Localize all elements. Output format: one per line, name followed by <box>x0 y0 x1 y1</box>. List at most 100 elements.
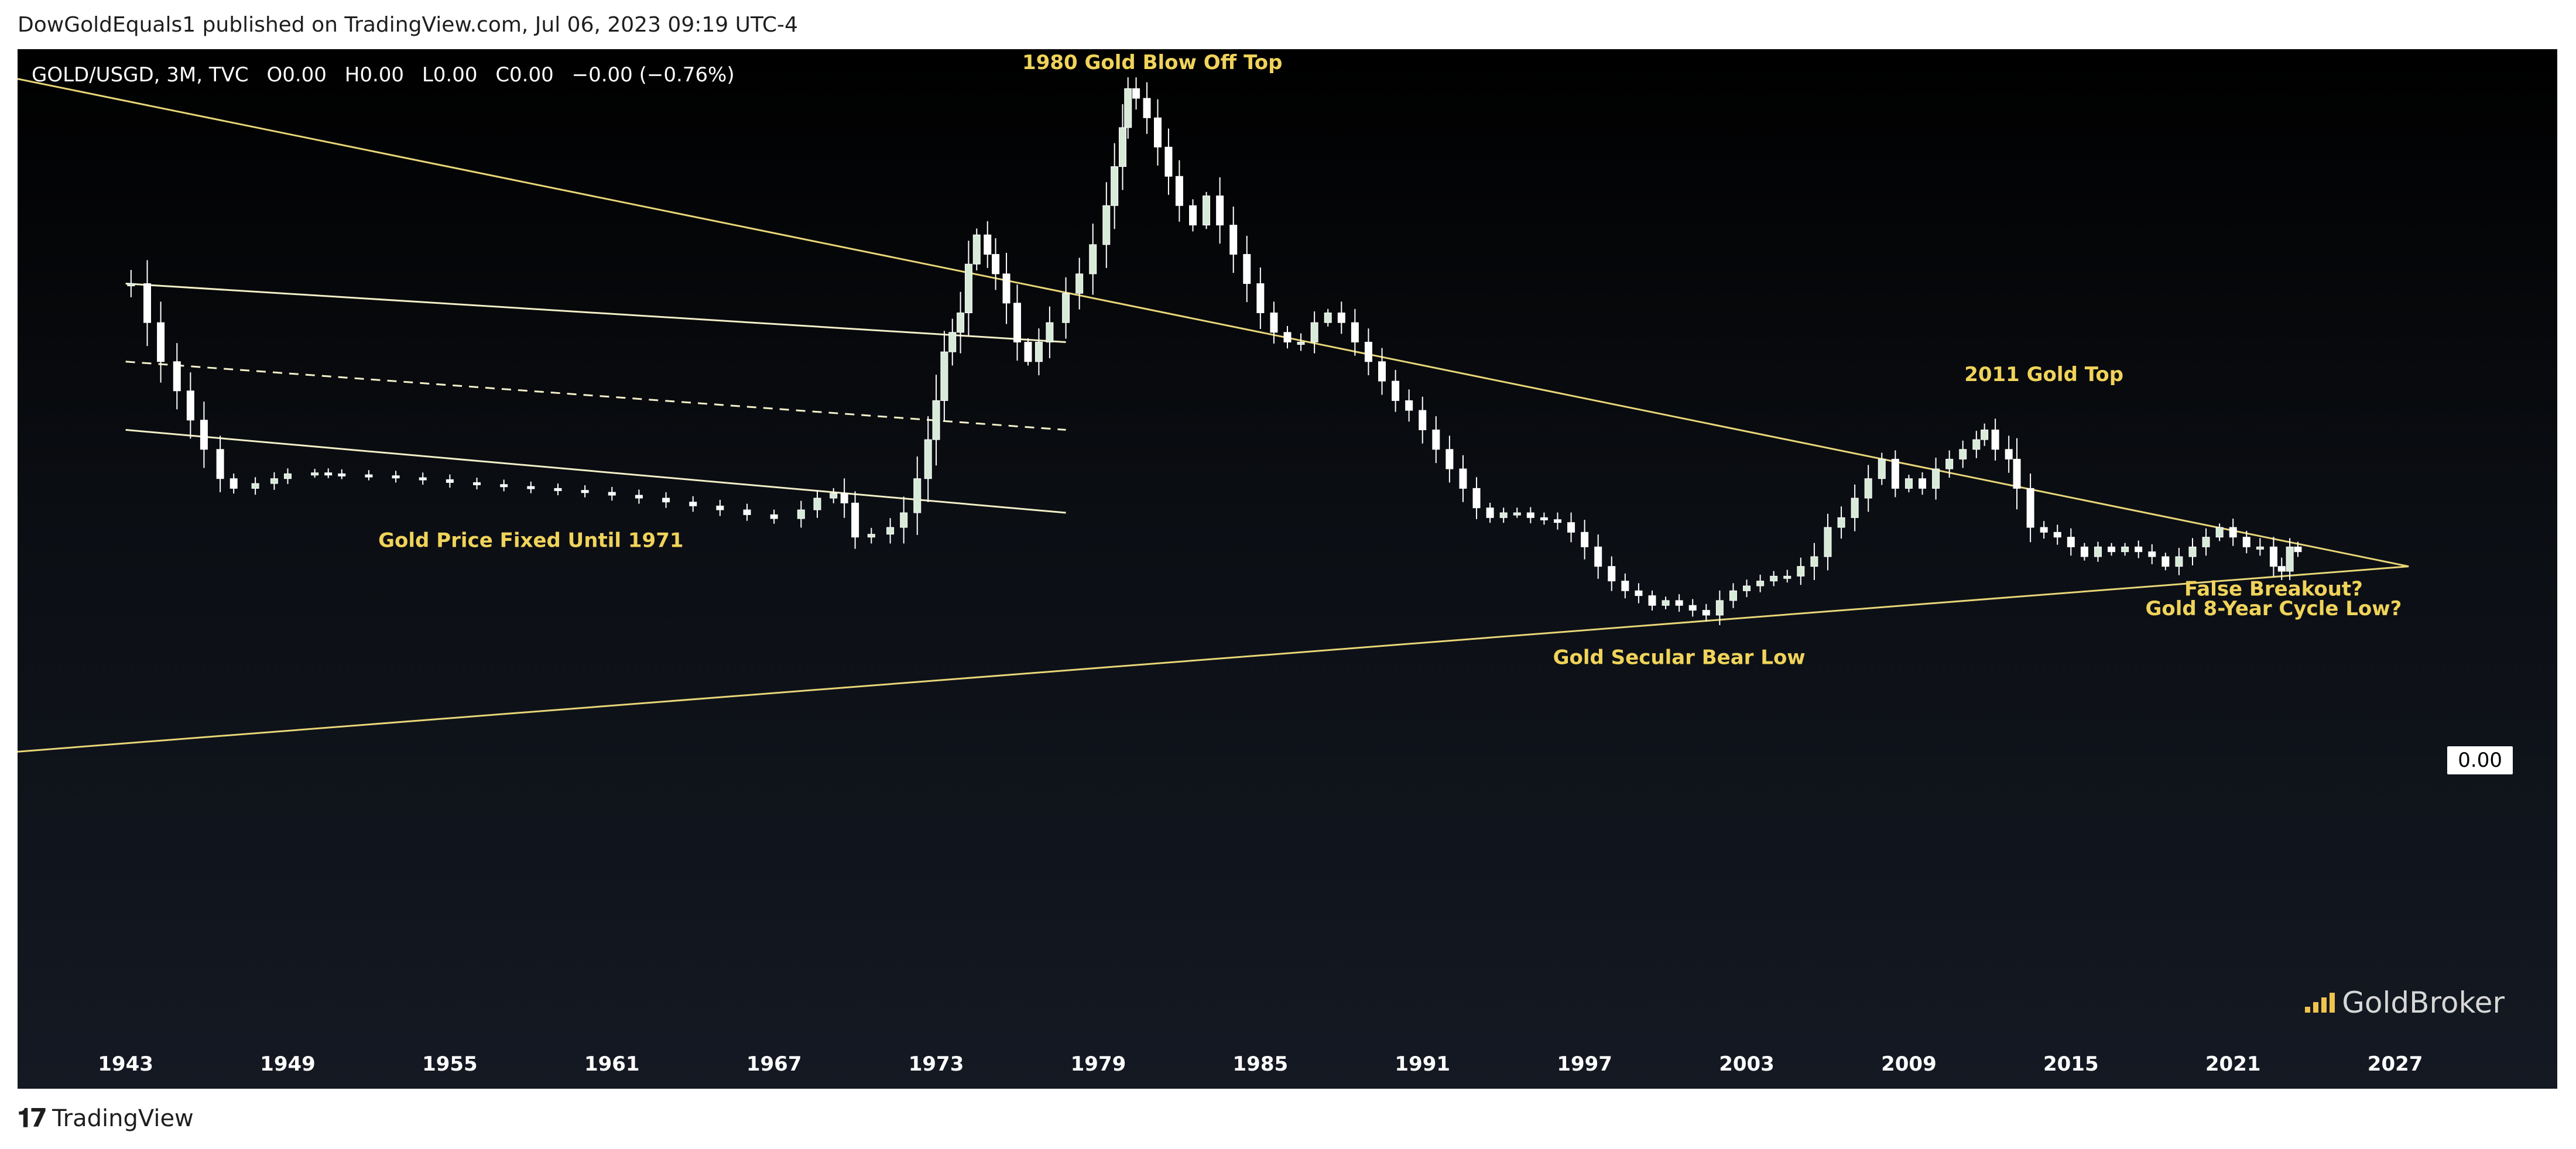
candle-body <box>365 474 373 478</box>
x-tick-label: 2003 <box>1719 1052 1775 1076</box>
candle-body <box>2256 546 2264 550</box>
candle-body <box>324 472 333 476</box>
candle-body <box>1024 341 1032 362</box>
candle-body <box>743 509 751 515</box>
price-chart[interactable]: 1980 Gold Blow Off Top Gold Price Fixed U… <box>18 49 2557 1089</box>
legend-close: C0.00 <box>495 63 554 87</box>
trendline-4 <box>125 428 1066 514</box>
chart-annotation: 1980 Gold Blow Off Top <box>1022 51 1282 74</box>
candle-body <box>1526 512 1534 518</box>
candle-body <box>1729 590 1737 601</box>
legend-open: O0.00 <box>266 63 327 87</box>
footer-brand[interactable]: TradingView <box>52 1105 194 1132</box>
candle-body <box>1553 519 1561 523</box>
candle-body <box>1132 88 1140 99</box>
candle-body <box>392 475 400 479</box>
candle-body <box>251 483 259 489</box>
candle-body <box>940 351 948 401</box>
candle-body <box>157 322 165 362</box>
candle-body <box>2269 546 2277 567</box>
candle-body <box>1756 581 1765 586</box>
candle-body <box>1797 566 1805 577</box>
candle-body <box>1324 313 1332 323</box>
candle-body <box>1919 478 1926 489</box>
candle-body <box>2080 546 2088 557</box>
candle-body <box>2053 531 2061 538</box>
candle-body <box>143 283 152 323</box>
legend-low: L0.00 <box>422 63 478 87</box>
candle-body <box>2175 556 2183 567</box>
chart-area[interactable]: 1980 Gold Blow Off Top Gold Price Fixed U… <box>18 49 2557 1089</box>
candle-body <box>2161 556 2170 567</box>
candle-body <box>2135 546 2143 553</box>
x-tick-label: 1985 <box>1233 1052 1289 1076</box>
candle-body <box>2108 546 2116 553</box>
legend-symbol: GOLD/USGD, 3M, TVC <box>32 63 249 87</box>
candle-body <box>1216 195 1224 226</box>
candle-body <box>2005 449 2013 459</box>
candle-body <box>216 449 224 479</box>
legend-high: H0.00 <box>344 63 405 87</box>
candle-body <box>1991 429 1999 450</box>
x-tick-label: 1949 <box>260 1052 316 1076</box>
candle-body <box>1378 361 1386 382</box>
candles-layer <box>127 77 2302 626</box>
candle-body <box>797 509 805 519</box>
candle-body <box>1310 322 1318 342</box>
candle-body <box>1002 273 1010 304</box>
candle-body <box>948 332 957 352</box>
publisher-line: DowGoldEquals1 published on TradingView.… <box>18 13 798 37</box>
candle-body <box>840 493 848 503</box>
tradingview-logo-icon[interactable]: 𝟏7 <box>18 1103 47 1133</box>
trendline-2 <box>125 283 1066 343</box>
candle-body <box>554 488 562 491</box>
annotations-layer: 1980 Gold Blow Off Top Gold Price Fixed U… <box>378 51 2402 669</box>
x-tick-label: 2015 <box>2043 1052 2099 1076</box>
candle-body <box>1405 400 1413 411</box>
candle-body <box>1662 600 1670 606</box>
goldbroker-watermark: GoldBroker <box>2305 986 2505 1020</box>
candle-body <box>2242 537 2250 547</box>
x-tick-label: 1997 <box>1557 1052 1612 1076</box>
candle-body <box>127 283 135 287</box>
candle-body <box>2277 566 2286 572</box>
candle-body <box>2202 537 2210 547</box>
candle-body <box>1283 332 1292 342</box>
candle-body <box>311 472 319 476</box>
legend-change: −0.00 (−0.76%) <box>571 63 735 87</box>
candle-body <box>1540 517 1548 520</box>
trendline-3 <box>125 361 1066 431</box>
candle-body <box>2215 527 2224 538</box>
candle-body <box>716 505 724 510</box>
candle-body <box>1486 507 1494 518</box>
candle-body <box>1164 146 1173 177</box>
candle-body <box>2013 458 2021 489</box>
candle-body <box>527 486 535 489</box>
candle-body <box>886 527 895 535</box>
candle-body <box>1513 512 1521 516</box>
footer[interactable]: 𝟏7 TradingView <box>18 1103 194 1133</box>
candle-body <box>1445 449 1454 469</box>
candle-body <box>1688 605 1697 611</box>
candle-body <box>1945 458 1954 469</box>
candle-body <box>173 361 181 392</box>
candle-body <box>283 473 292 479</box>
candle-body <box>1075 273 1084 294</box>
symbol-legend[interactable]: GOLD/USGD, 3M, TVC O0.00 H0.00 L0.00 C0.… <box>32 63 746 87</box>
candle-body <box>1124 88 1132 128</box>
trendline-0 <box>18 565 2409 753</box>
candle-body <box>1419 410 1427 430</box>
x-tick-label: 1991 <box>1395 1052 1450 1076</box>
candle-body <box>1675 600 1683 606</box>
candle-body <box>270 478 278 484</box>
candle-body <box>1499 512 1508 518</box>
candle-body <box>2229 527 2237 538</box>
candle-body <box>1864 478 1872 499</box>
candle-body <box>992 254 1000 275</box>
x-tick-label: 1973 <box>909 1052 964 1076</box>
candle-body <box>1851 498 1859 518</box>
candle-body <box>984 234 992 255</box>
candle-body <box>1153 117 1162 148</box>
candle-body <box>2040 527 2048 533</box>
candle-body <box>1783 575 1791 579</box>
